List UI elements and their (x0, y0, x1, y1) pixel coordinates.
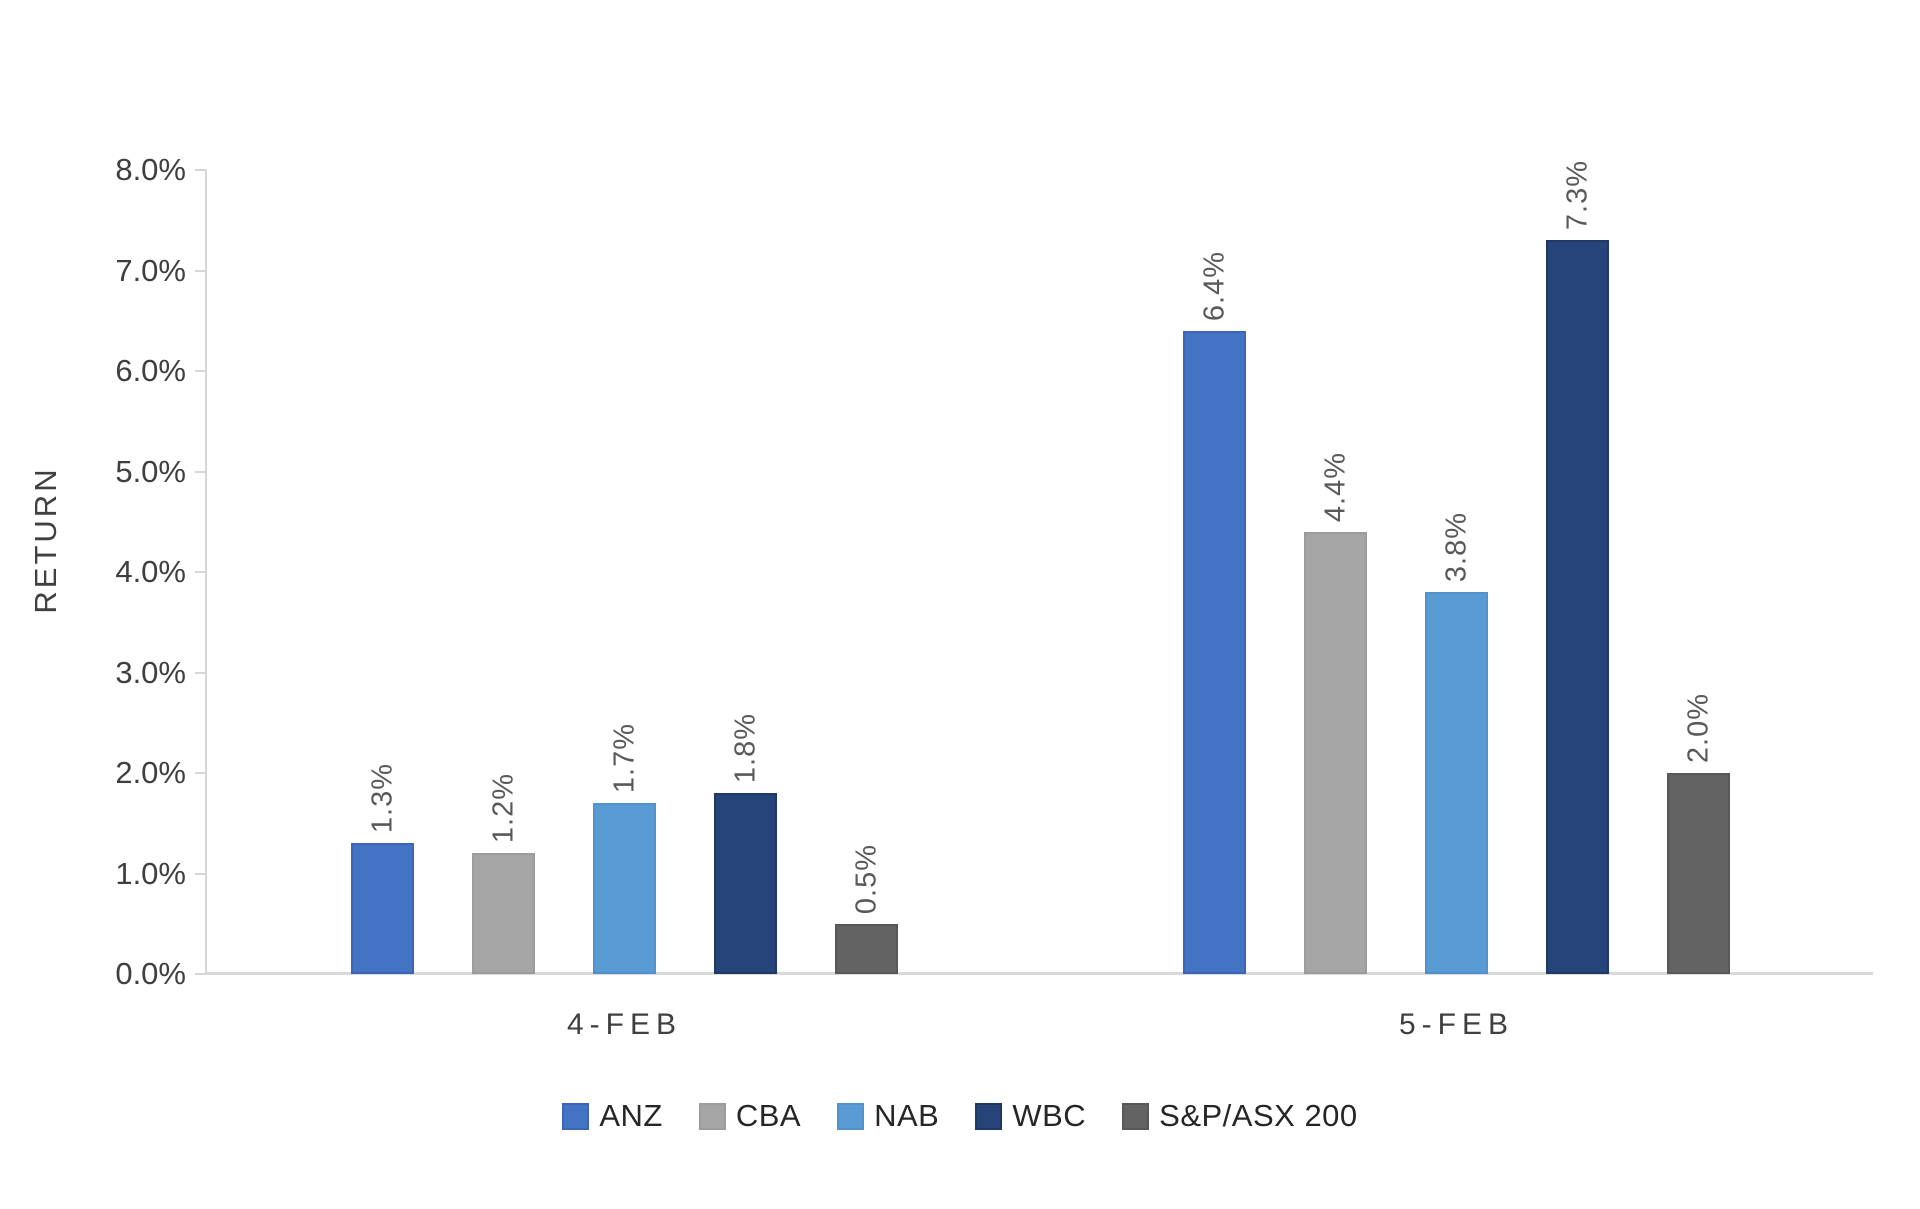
y-axis-title: RETURN (28, 466, 63, 614)
legend-item-wbc: WBC (975, 1098, 1086, 1134)
legend-swatch-icon (837, 1102, 865, 1130)
bar-cba-5-feb: 4.4% (1304, 452, 1367, 974)
bar-wbc-4-feb: 1.8% (714, 713, 777, 974)
bar-s-p-asx-200-4-feb: 0.5% (835, 844, 898, 974)
y-tick-mark (195, 470, 206, 473)
bar-anz-4-feb: 1.3% (351, 763, 414, 974)
legend-label: WBC (1012, 1098, 1087, 1133)
bar-data-label: 6.4% (1198, 250, 1230, 321)
x-axis-line (205, 972, 1873, 975)
legend-label: ANZ (599, 1098, 663, 1133)
y-tick-mark (195, 571, 206, 573)
bar-data-label: 1.2% (487, 772, 519, 843)
legend-swatch-icon (562, 1102, 590, 1130)
legend-swatch-icon (1122, 1102, 1150, 1130)
bar-wbc-5-feb: 7.3% (1546, 160, 1609, 974)
bar-data-label: 1.8% (729, 712, 761, 783)
legend-label: NAB (874, 1098, 940, 1133)
y-tick-label: 2.0% (115, 755, 186, 790)
bar-data-label: 1.7% (608, 722, 640, 793)
bar-data-label: 1.3% (366, 762, 398, 833)
x-category-label: 5-FEB (1398, 1008, 1515, 1041)
legend-item-cba: CBA (698, 1098, 802, 1134)
y-tick-mark (195, 370, 206, 372)
y-tick-label: 1.0% (115, 855, 186, 891)
legend-item-anz: ANZ (562, 1098, 663, 1134)
legend-swatch-icon (698, 1102, 726, 1130)
legend-item-s-p-asx-200: S&P/ASX 200 (1122, 1098, 1358, 1134)
bar-data-label: 4.4% (1319, 451, 1351, 522)
y-tick-label: 4.0% (115, 554, 186, 589)
legend-label: CBA (735, 1098, 802, 1133)
bar-s-p-asx-200-5-feb: 2.0% (1667, 693, 1730, 974)
legend-item-nab: NAB (837, 1098, 939, 1134)
y-tick-mark (195, 973, 206, 975)
y-tick-mark (195, 169, 206, 171)
x-category-label: 4-FEB (566, 1008, 683, 1041)
y-tick-label: 3.0% (115, 654, 186, 690)
y-tick-mark (195, 269, 206, 272)
bar-nab-5-feb: 3.8% (1425, 512, 1488, 974)
legend: ANZ CBA NAB WBC S&P/ASX 200 (0, 1096, 1920, 1136)
y-tick-label: 7.0% (115, 252, 186, 288)
y-tick-label: 5.0% (115, 453, 186, 489)
y-tick-label: 8.0% (115, 152, 186, 187)
bar-cba-4-feb: 1.2% (472, 773, 535, 974)
bar-data-label: 3.8% (1440, 511, 1472, 582)
legend-label: S&P/ASX 200 (1159, 1098, 1358, 1133)
y-tick-label: 6.0% (115, 353, 186, 388)
y-tick-mark (195, 772, 206, 774)
bar-data-label: 0.5% (850, 843, 882, 914)
legend-swatch-icon (975, 1102, 1003, 1130)
bar-data-label: 2.0% (1682, 692, 1714, 763)
bar-data-label: 7.3% (1561, 159, 1593, 230)
y-axis-line (205, 169, 207, 975)
bar-anz-5-feb: 6.4% (1183, 251, 1246, 974)
y-tick-mark (195, 671, 206, 674)
bar-nab-4-feb: 1.7% (593, 723, 656, 974)
y-tick-mark (195, 872, 206, 875)
y-tick-label: 0.0% (115, 956, 186, 991)
